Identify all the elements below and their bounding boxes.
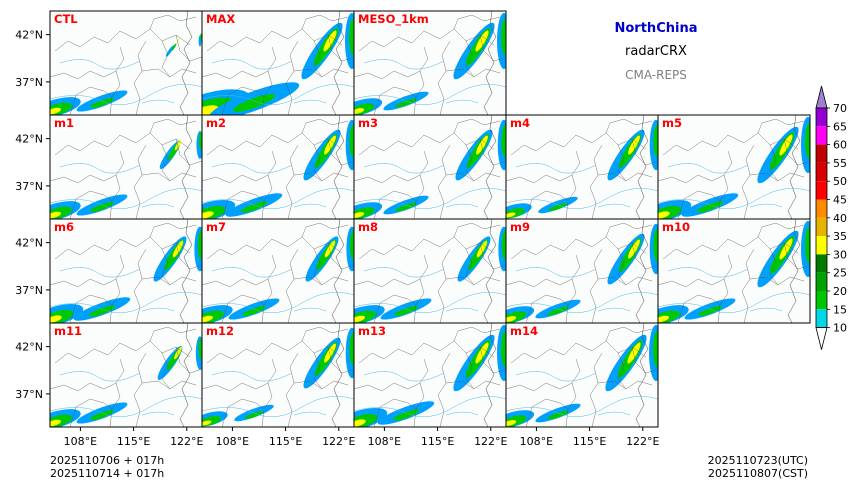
colorbar-tick-label: 15 <box>833 303 847 316</box>
colorbar-tick-label: 35 <box>833 230 847 243</box>
colorbar-segment <box>816 272 827 291</box>
colorbar-segment <box>816 236 827 255</box>
map-panel: m3 <box>353 114 507 220</box>
map-panel: MAX <box>201 10 355 116</box>
map-panel: m2 <box>201 114 355 220</box>
longitude-tick-label: 108°E <box>368 435 401 448</box>
init-time-line-2: 2025110714 + 017h <box>50 467 165 480</box>
colorbar-segment <box>816 162 827 182</box>
longitude-tick-label: 115°E <box>117 435 150 448</box>
colorbar-segment <box>816 199 827 218</box>
map-panel: m8 <box>353 218 507 324</box>
colorbar: 10 15 20 25 30 35 40 45 50 55 60 65 70 <box>815 85 847 350</box>
panel-label: MESO_1km <box>358 12 429 27</box>
variable-title: radarCRX <box>625 44 687 59</box>
map-panel: MESO_1km <box>353 10 507 116</box>
longitude-tick-label: 108°E <box>216 435 249 448</box>
colorbar-tick-label: 55 <box>833 157 847 170</box>
colorbar-tick-label: 10 <box>833 322 847 335</box>
map-panel: m6 <box>49 218 203 324</box>
valid-time-utc: 2025110723(UTC) <box>707 454 808 467</box>
longitude-tick-label: 122°E <box>322 435 355 448</box>
panel-label: m7 <box>206 220 226 234</box>
panel-label: CTL <box>54 12 78 26</box>
colorbar-segment <box>816 309 827 328</box>
map-panel: m1 <box>49 114 203 220</box>
latitude-axis: 42°N 37°N 42°N 37°N 42°N 37°N 42°N 37°N <box>15 29 50 401</box>
panel-label: m8 <box>358 220 378 234</box>
latitude-tick-label: 37°N <box>15 388 43 401</box>
panel-label: m13 <box>358 324 386 338</box>
colorbar-segment <box>816 181 827 200</box>
map-panel: m7 <box>201 218 355 324</box>
map-panel: m13 <box>353 322 507 428</box>
colorbar-segment <box>816 108 827 127</box>
colorbar-tick-label: 65 <box>833 120 847 133</box>
panel-label: m11 <box>54 324 82 338</box>
panel-grid: CTL MAX MESO_1km m1 m2 m3 m4 m5 m6 m7 m8 m9 m10 m11 m1… <box>49 10 811 428</box>
map-panel: CTL <box>49 10 203 116</box>
colorbar-tick-label: 60 <box>833 139 847 152</box>
colorbar-extension-bottom <box>815 327 828 350</box>
latitude-tick-label: 42°N <box>15 133 43 146</box>
colorbar-extension-top <box>815 85 828 109</box>
colorbar-segment <box>816 144 827 163</box>
longitude-tick-label: 122°E <box>626 435 659 448</box>
colorbar-segment <box>816 254 827 273</box>
colorbar-tick-label: 25 <box>833 267 847 280</box>
init-time-block: 2025110706 + 017h 2025110714 + 017h <box>50 454 164 480</box>
panel-label: m3 <box>358 116 378 130</box>
latitude-tick-label: 37°N <box>15 284 43 297</box>
longitude-tick-label: 115°E <box>269 435 302 448</box>
longitude-tick-label: 122°E <box>170 435 203 448</box>
longitude-tick-label: 115°E <box>573 435 606 448</box>
valid-time-block: 2025110723(UTC) 2025110807(CST) <box>708 454 808 480</box>
longitude-tick-label: 115°E <box>421 435 454 448</box>
system-title: CMA-REPS <box>625 68 687 82</box>
panel-label: m2 <box>206 116 226 130</box>
longitude-tick-label: 122°E <box>474 435 507 448</box>
colorbar-segment <box>816 291 827 310</box>
panel-label: m10 <box>662 220 690 234</box>
map-panel: m12 <box>201 322 355 428</box>
panel-label: m14 <box>510 324 538 338</box>
map-panel: m5 <box>657 114 811 220</box>
map-panel: m11 <box>49 322 203 428</box>
map-panel: m9 <box>505 218 659 324</box>
colorbar-tick-label: 30 <box>833 248 847 261</box>
latitude-tick-label: 37°N <box>15 76 43 89</box>
panel-label: MAX <box>206 12 235 26</box>
region-title: NorthChina <box>614 21 698 36</box>
latitude-tick-label: 42°N <box>15 341 43 354</box>
colorbar-segment <box>816 126 827 145</box>
colorbar-tick-label: 40 <box>833 212 847 225</box>
panel-label: m12 <box>206 324 234 338</box>
map-panel: m10 <box>657 218 811 324</box>
longitude-tick-label: 108°E <box>64 435 97 448</box>
panel-label: m1 <box>54 116 74 130</box>
colorbar-tick-label: 45 <box>833 194 847 207</box>
init-time-line-1: 2025110706 + 017h <box>50 454 165 467</box>
valid-time-cst: 2025110807(CST) <box>708 467 808 480</box>
panel-label: m6 <box>54 220 74 234</box>
colorbar-tick-label: 70 <box>833 102 847 115</box>
colorbar-tick-label: 50 <box>833 175 847 188</box>
latitude-tick-label: 37°N <box>15 180 43 193</box>
panel-label: m5 <box>662 116 682 130</box>
map-panel: m4 <box>505 114 659 220</box>
longitude-tick-label: 108°E <box>520 435 553 448</box>
longitude-axis: 108°E 115°E 122°E 108°E 115°E 122°E 108°E 115°E… <box>64 427 660 448</box>
panel-label: m4 <box>510 116 530 130</box>
panel-label: m9 <box>510 220 530 234</box>
latitude-tick-label: 42°N <box>15 237 43 250</box>
colorbar-tick-label: 20 <box>833 285 847 298</box>
latitude-tick-label: 42°N <box>15 29 43 42</box>
colorbar-segment <box>816 217 827 237</box>
map-panel: m14 <box>505 322 659 428</box>
